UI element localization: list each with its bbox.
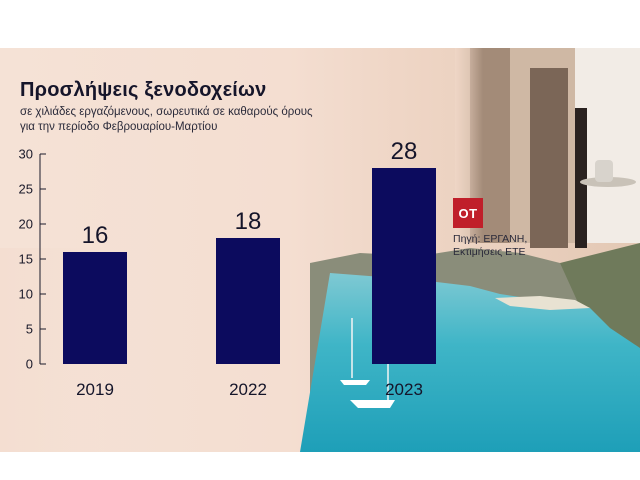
- bar-2022: [216, 238, 280, 364]
- y-tick-label: 20: [19, 217, 33, 232]
- y-tick-label: 10: [19, 287, 33, 302]
- x-tick-label-2023: 2023: [385, 380, 423, 399]
- value-label-2019: 16: [82, 222, 109, 249]
- bar-2023: [372, 168, 436, 364]
- ot-logo: ΟΤ: [453, 198, 483, 228]
- y-tick-label: 30: [19, 147, 33, 162]
- x-tick-label-2019: 2019: [76, 380, 114, 399]
- chart-subtitle-line-2: για την περίοδο Φεβρουαρίου-Μαρτίου: [20, 121, 218, 133]
- y-axis: 0 5 10 15 20 25 30: [19, 147, 46, 372]
- sailboat-icon: [340, 318, 370, 385]
- bar-2019: [63, 252, 127, 364]
- source-line-1: Πηγή: ΕΡΓΑΝΗ,: [453, 233, 528, 245]
- background-scene: [0, 48, 640, 452]
- chart-panel: Προσλήψεις ξενοδοχείων σε χιλιάδες εργαζ…: [0, 48, 640, 452]
- bars-group: [63, 168, 436, 364]
- x-tick-label-2022: 2022: [229, 380, 267, 399]
- value-label-2022: 18: [235, 208, 262, 235]
- value-label-2023: 28: [391, 138, 418, 165]
- y-tick-label: 0: [26, 357, 33, 372]
- bar-chart: 0 5 10 15 20 25 30 16 18 28 2019 2022 2023: [19, 138, 436, 399]
- y-tick-label: 15: [19, 252, 33, 267]
- waiter-photo: [455, 48, 640, 248]
- chart-title: Προσλήψεις ξενοδοχείων: [20, 79, 267, 101]
- value-labels-group: 16 18 28: [82, 138, 418, 249]
- source-line-2: Εκτιμήσεις ΕΤΕ: [453, 246, 526, 258]
- x-axis-labels-group: 2019 2022 2023: [76, 380, 423, 399]
- chart-subtitle-line-1: σε χιλιάδες εργαζόμενους, σωρευτικά σε κ…: [20, 106, 313, 118]
- y-tick-label: 5: [26, 322, 33, 337]
- y-tick-label: 25: [19, 182, 33, 197]
